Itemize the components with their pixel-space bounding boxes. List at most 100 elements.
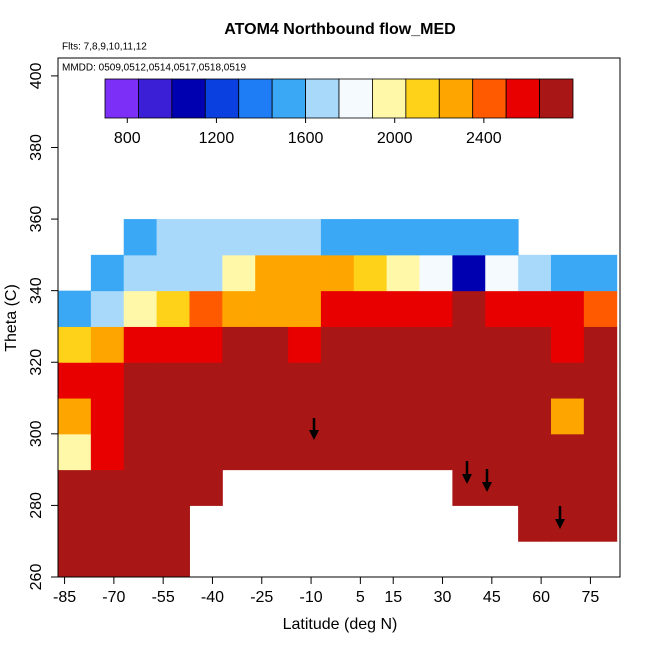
cell (386, 362, 421, 399)
cell (452, 398, 486, 435)
cell (353, 290, 388, 327)
cell (288, 219, 322, 256)
cell (255, 290, 289, 327)
cell (90, 433, 125, 471)
cell (518, 254, 552, 292)
cell (255, 254, 289, 292)
cell (485, 290, 519, 327)
cell (123, 433, 158, 471)
cell (550, 254, 585, 292)
cell (452, 219, 486, 256)
colorbar-bin (505, 78, 540, 119)
cell (583, 290, 618, 327)
cell (518, 362, 552, 399)
cell (419, 433, 453, 471)
cell (518, 433, 552, 471)
cell (189, 290, 223, 327)
cell (550, 469, 585, 506)
cell (550, 433, 585, 471)
colorbar-bin (104, 78, 139, 119)
colorbar-bin (438, 78, 474, 119)
x-tick-label: 5 (356, 589, 365, 606)
cell (386, 254, 421, 292)
y-tick-label: 360 (28, 206, 45, 233)
cell (123, 505, 158, 542)
cell (156, 326, 190, 363)
cell (156, 398, 190, 435)
cell (255, 326, 289, 363)
cell (386, 326, 421, 363)
cell (255, 398, 289, 435)
cell (189, 254, 223, 292)
cell (485, 433, 519, 471)
cell (90, 326, 125, 363)
annotation: MMDD: 0509,0512,0514,0517,0518,0519 (62, 63, 246, 74)
field (58, 219, 618, 578)
chart-title: ATOM4 Northbound flow_MED (224, 21, 455, 38)
colorbar-bin (405, 78, 440, 119)
colorbar-bin (539, 78, 574, 119)
cell (353, 398, 388, 435)
cell (320, 398, 355, 435)
cell (353, 326, 388, 363)
x-tick-label: -10 (300, 589, 323, 606)
x-tick-label: -85 (53, 589, 76, 606)
cell (123, 469, 158, 506)
cell (288, 326, 322, 363)
cell (288, 254, 322, 292)
cell (156, 362, 190, 399)
cell (90, 290, 125, 327)
cell (485, 362, 519, 399)
cell (156, 469, 190, 506)
cell (156, 541, 190, 578)
cell (518, 398, 552, 435)
cell (419, 362, 453, 399)
cell (222, 254, 256, 292)
cell (320, 326, 355, 363)
cell (222, 362, 256, 399)
cell (419, 219, 453, 256)
cell (518, 469, 552, 506)
y-tick-label: 300 (28, 420, 45, 447)
cell (90, 254, 125, 292)
x-tick-label: -40 (201, 589, 224, 606)
colorbar-bin (338, 78, 373, 119)
cell (58, 398, 92, 435)
cell (255, 219, 289, 256)
x-tick-label: 45 (483, 589, 501, 606)
colorbar-bin (204, 78, 240, 119)
cell (386, 433, 421, 471)
colorbar-tick-label: 2000 (377, 130, 413, 147)
colorbar-bin (171, 78, 206, 119)
y-tick-label: 400 (28, 62, 45, 89)
cell (583, 254, 618, 292)
cell (386, 219, 421, 256)
cell (189, 326, 223, 363)
plot-frame (57, 57, 621, 578)
cell (320, 362, 355, 399)
cell (58, 362, 92, 399)
x-tick-label: 60 (532, 589, 550, 606)
cell (90, 505, 125, 542)
cell (123, 219, 158, 256)
cell (320, 290, 355, 327)
cell (255, 362, 289, 399)
cell (189, 362, 223, 399)
cell (452, 326, 486, 363)
x-tick-label: 75 (582, 589, 600, 606)
cell (550, 290, 585, 327)
cell (583, 469, 618, 506)
cell (156, 433, 190, 471)
cell (58, 505, 92, 542)
x-tick-label: 30 (434, 589, 452, 606)
cell (485, 219, 519, 256)
cell (485, 469, 519, 506)
colorbar-tick-label: 800 (114, 130, 141, 147)
cell (222, 433, 256, 471)
cell (222, 219, 256, 256)
cell (452, 433, 486, 471)
x-tick-label: 15 (384, 589, 402, 606)
cell (452, 290, 486, 327)
colorbar-bin (305, 78, 340, 119)
